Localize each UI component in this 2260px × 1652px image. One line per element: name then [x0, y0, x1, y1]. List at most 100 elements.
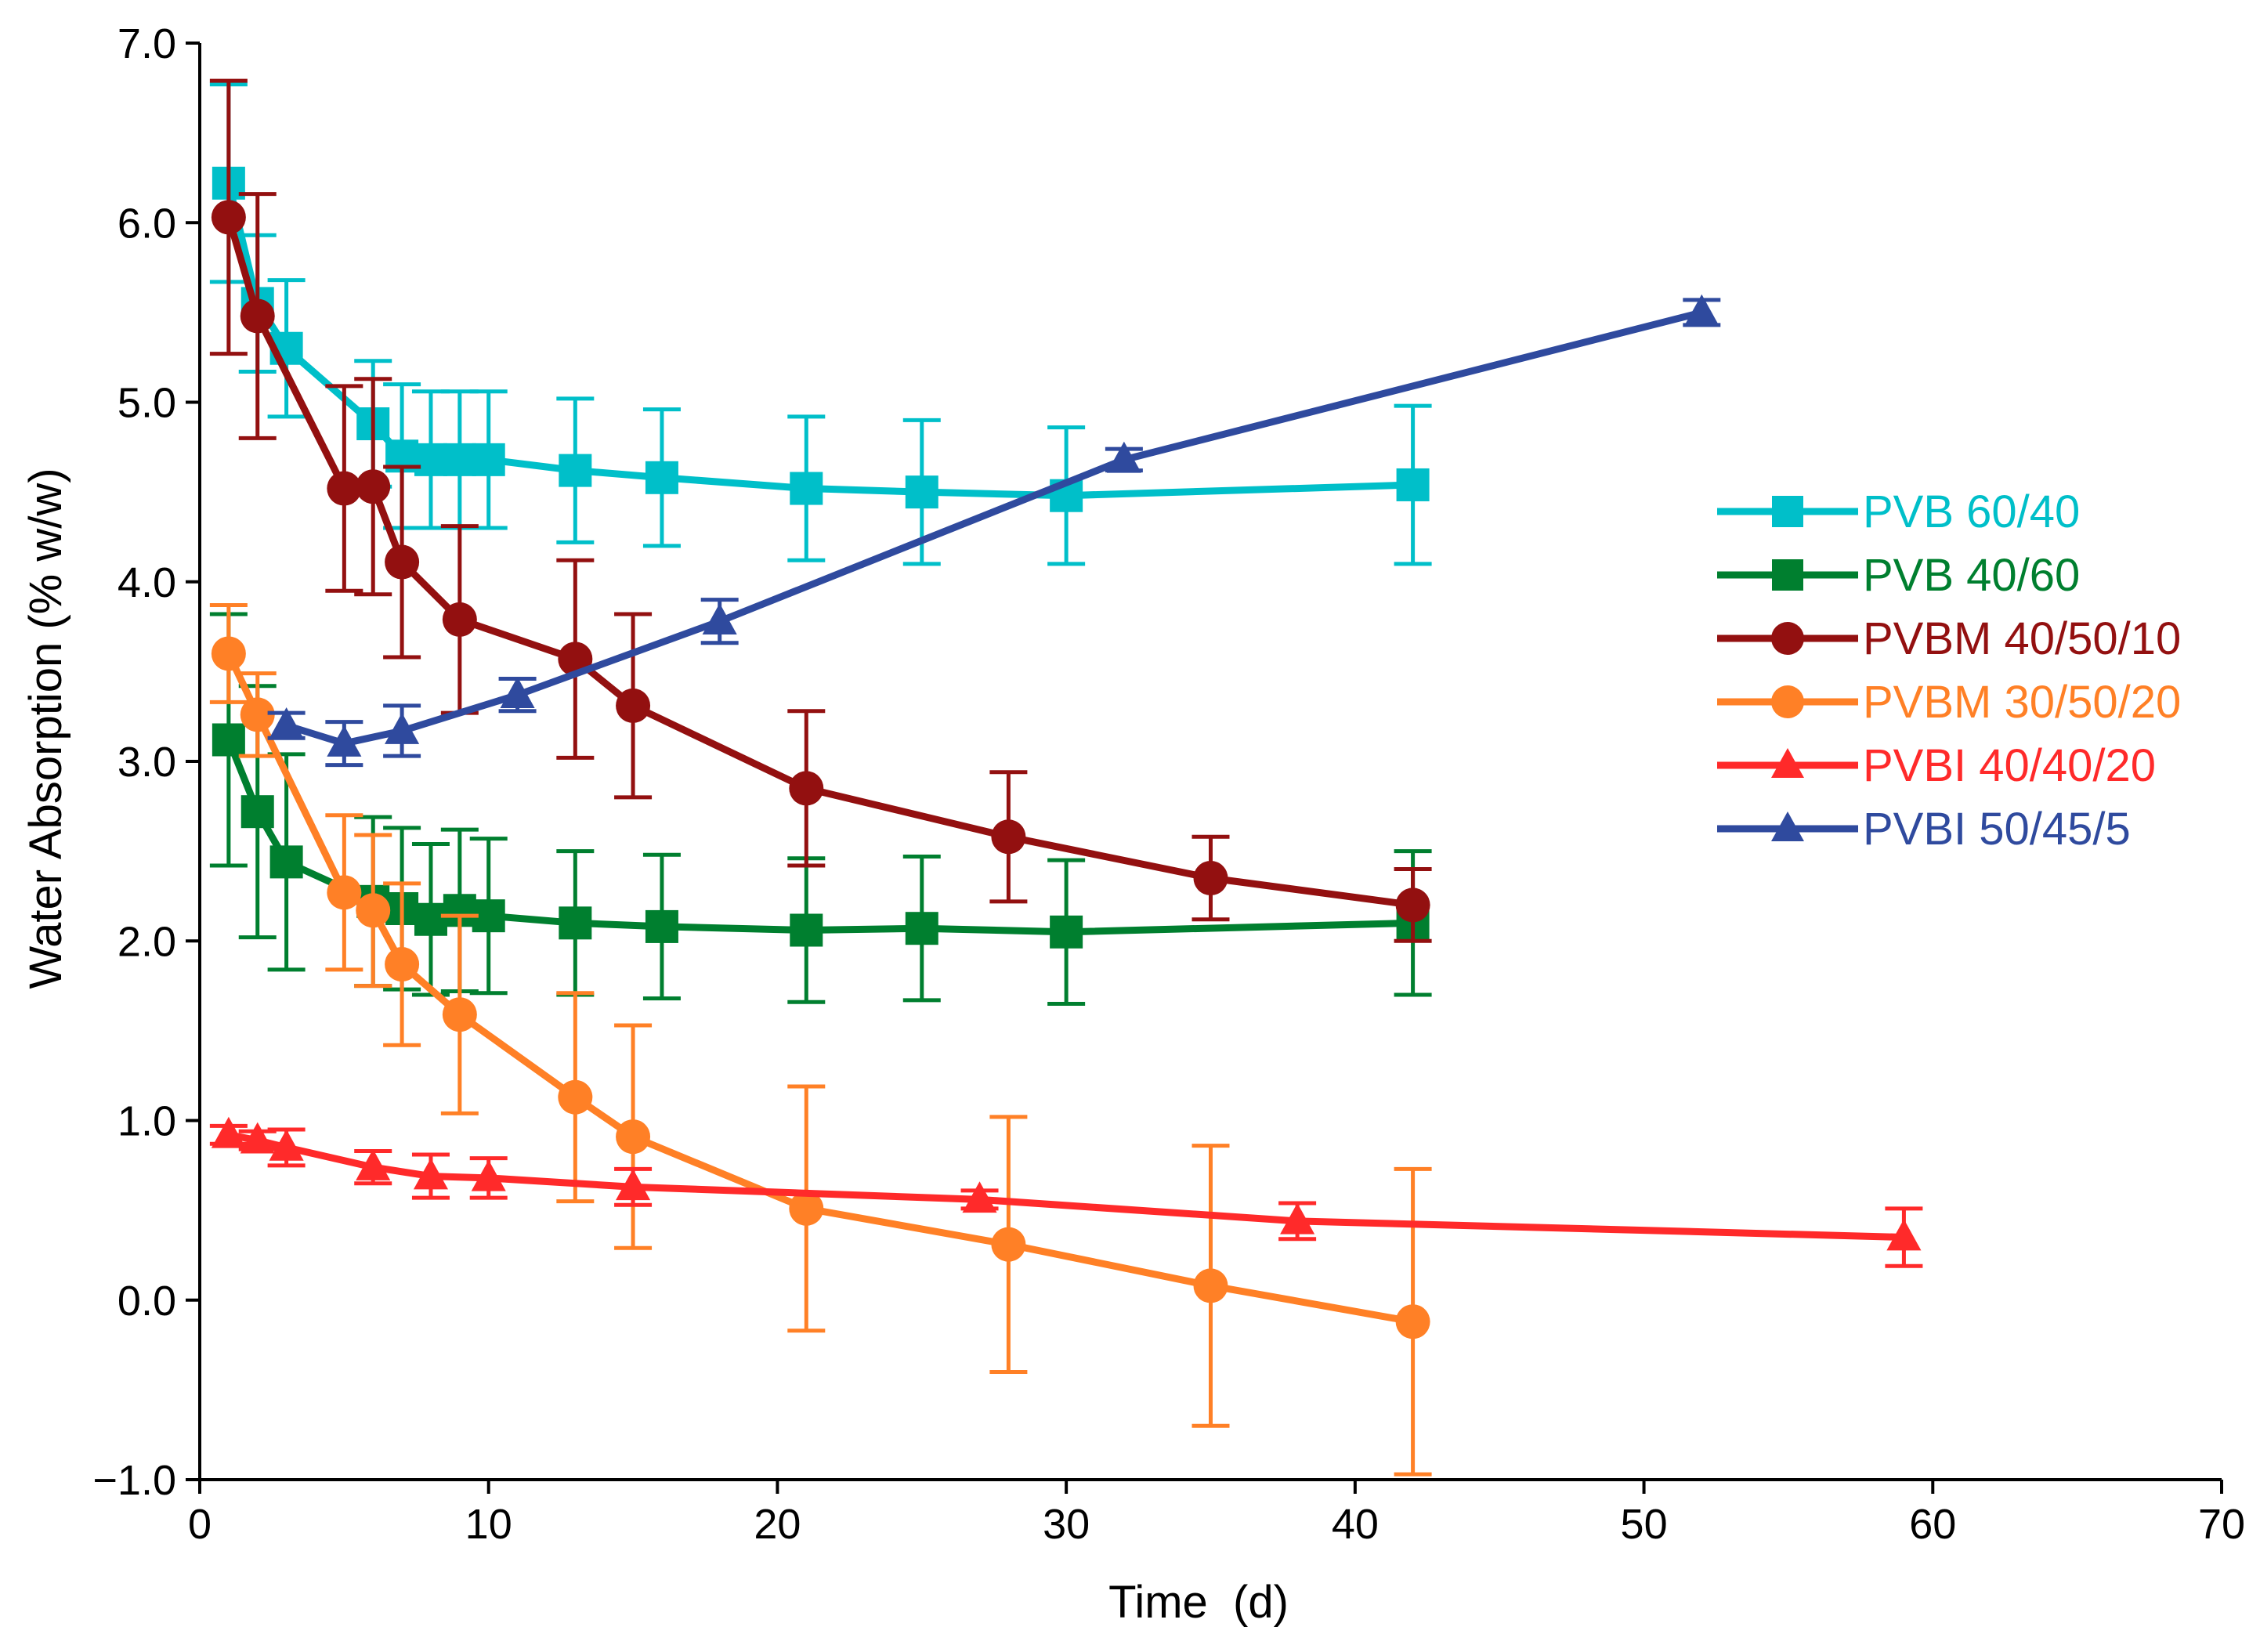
data-point	[1396, 468, 1430, 501]
data-point	[414, 902, 447, 936]
legend-item: PVBI 50/45/5	[1717, 804, 2131, 855]
data-point	[211, 200, 246, 235]
legend-label: PVBM 40/50/10	[1863, 613, 2181, 664]
data-point	[269, 707, 304, 739]
data-point	[240, 697, 275, 732]
data-point	[702, 603, 737, 634]
data-point	[1193, 1268, 1228, 1303]
legend-item: PVBM 30/50/20	[1717, 677, 2181, 728]
data-point	[385, 712, 420, 744]
x-tick-label: 40	[1332, 1501, 1379, 1548]
y-tick-label: 5.0	[118, 380, 176, 427]
data-point	[443, 443, 476, 476]
legend-item: PVB 60/40	[1717, 486, 2080, 537]
legend: PVB 60/40 PVB 40/60 PVBM 40/50/10 PVBM 30/5…	[1717, 486, 2181, 855]
data-point	[905, 475, 938, 509]
x-tick-label: 10	[465, 1501, 512, 1548]
data-point	[645, 461, 678, 494]
data-point	[327, 875, 362, 910]
data-point	[789, 771, 824, 806]
data-point	[211, 636, 246, 671]
data-point	[616, 1119, 651, 1155]
data-point	[442, 602, 477, 637]
data-point	[442, 997, 477, 1032]
data-point	[1280, 1202, 1315, 1234]
x-tick-label: 30	[1043, 1501, 1090, 1548]
data-point	[471, 1159, 506, 1191]
data-point	[616, 1169, 651, 1201]
legend-label: PVB 40/60	[1863, 550, 2080, 601]
series-pvbi-40-40-20	[209, 1116, 1923, 1268]
legend-marker	[1771, 812, 1804, 841]
legend-label: PVBI 40/40/20	[1863, 740, 2156, 791]
legend-marker	[1772, 559, 1803, 591]
x-tick-label: 0	[188, 1501, 212, 1548]
series-pvbm-40-50-10	[209, 78, 1432, 943]
data-point	[472, 443, 505, 476]
data-point	[356, 893, 391, 928]
x-tick-label: 60	[1909, 1501, 1956, 1548]
y-tick-label: 4.0	[118, 559, 176, 606]
series-pvbm-30-50-20	[209, 603, 1432, 1477]
data-point	[240, 298, 275, 334]
data-point	[327, 471, 362, 506]
data-point	[559, 454, 592, 487]
legend-marker	[1772, 496, 1803, 527]
data-point	[385, 544, 420, 580]
data-point	[616, 688, 651, 723]
series-line	[228, 1131, 1904, 1242]
legend-item: PVB 40/60	[1717, 550, 2080, 601]
data-point	[1395, 887, 1430, 923]
data-point	[327, 725, 362, 757]
data-point	[559, 906, 592, 940]
data-point	[413, 1158, 449, 1190]
data-point	[240, 1122, 275, 1154]
data-point	[991, 819, 1026, 855]
y-tick-label: 6.0	[118, 200, 176, 247]
y-tick-label: 3.0	[118, 739, 176, 786]
legend-label: PVBM 30/50/20	[1863, 677, 2181, 728]
series-pvbi-50-45-5	[267, 294, 1721, 768]
y-tick-label: 7.0	[118, 20, 176, 67]
legend-item: PVBI 40/40/20	[1717, 740, 2156, 791]
data-point	[1395, 1304, 1430, 1339]
data-point	[240, 795, 274, 829]
data-point	[962, 1181, 997, 1213]
data-point	[1684, 294, 1719, 326]
legend-marker	[1771, 685, 1804, 718]
data-point	[1050, 915, 1083, 949]
data-point	[269, 1129, 304, 1161]
legend-marker	[1771, 748, 1804, 778]
y-tick-label: −1.0	[92, 1457, 176, 1504]
data-point	[790, 913, 823, 947]
data-point	[558, 1079, 593, 1115]
data-point	[1106, 441, 1141, 473]
data-point	[385, 947, 420, 982]
series-line	[225, 216, 1414, 909]
series-pvb-60-40	[209, 82, 1432, 566]
data-point	[905, 912, 938, 945]
data-point	[1193, 861, 1228, 896]
series-line	[225, 652, 1414, 1325]
data-point	[790, 472, 823, 505]
data-point	[356, 469, 391, 504]
data-point	[1886, 1219, 1922, 1251]
data-point	[500, 677, 535, 708]
y-tick-label: 1.0	[118, 1098, 176, 1145]
x-tick-label: 50	[1621, 1501, 1668, 1548]
x-axis-label: Time (d)	[1108, 1577, 1289, 1628]
legend-label: PVBI 50/45/5	[1863, 804, 2131, 855]
data-point	[356, 1149, 391, 1180]
legend-item: PVBM 40/50/10	[1717, 613, 2181, 664]
data-point	[212, 723, 245, 757]
x-tick-label: 20	[754, 1501, 801, 1548]
data-point	[645, 909, 678, 943]
data-point	[269, 845, 303, 879]
data-point	[211, 1116, 246, 1148]
axes: 0 10 20 30 40 50 60 70 −1.0 0.0 1.0 2.0 3.0 4.0 5.0 6.0…	[92, 20, 2245, 1548]
y-axis-label: Water Absorption (% w/w)	[20, 468, 71, 989]
y-tick-label: 2.0	[118, 918, 176, 965]
legend-label: PVB 60/40	[1863, 486, 2080, 537]
legend-marker	[1771, 622, 1804, 655]
